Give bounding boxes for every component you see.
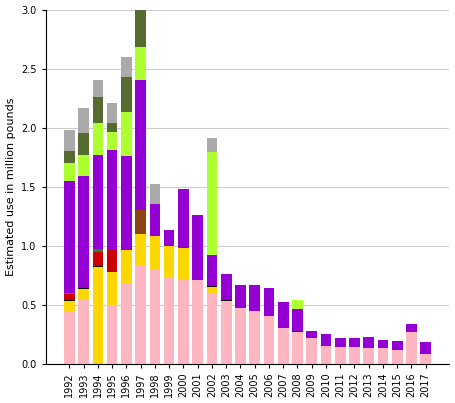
Bar	[335, 338, 345, 347]
Bar	[235, 308, 246, 364]
Bar	[92, 249, 103, 251]
Bar	[192, 215, 203, 280]
Bar	[207, 286, 217, 287]
Bar	[121, 77, 131, 112]
Bar	[135, 266, 146, 364]
Bar	[292, 332, 303, 364]
Bar	[164, 230, 174, 246]
Bar	[221, 274, 232, 300]
Bar	[121, 57, 131, 77]
Bar	[92, 251, 103, 266]
Bar	[278, 328, 288, 364]
Bar	[207, 287, 217, 293]
Y-axis label: Estimated use in million pounds: Estimated use in million pounds	[5, 98, 15, 276]
Bar	[64, 300, 75, 301]
Bar	[306, 338, 317, 364]
Bar	[164, 278, 174, 364]
Bar	[121, 112, 131, 156]
Bar	[64, 181, 75, 293]
Bar	[278, 302, 288, 328]
Bar	[249, 311, 260, 364]
Bar	[64, 293, 75, 294]
Bar	[64, 163, 75, 181]
Bar	[107, 123, 117, 132]
Bar	[364, 348, 374, 364]
Bar	[78, 108, 89, 133]
Bar	[292, 330, 303, 332]
Bar	[378, 348, 388, 364]
Bar	[64, 130, 75, 151]
Bar	[378, 340, 388, 348]
Bar	[207, 138, 217, 152]
Bar	[64, 311, 75, 364]
Bar	[392, 341, 403, 349]
Bar	[321, 334, 331, 346]
Bar	[150, 269, 160, 364]
Bar	[78, 299, 89, 364]
Bar	[107, 272, 117, 305]
Bar	[292, 300, 303, 310]
Bar	[178, 280, 189, 364]
Bar	[364, 337, 374, 348]
Bar	[107, 150, 117, 250]
Bar	[406, 324, 417, 332]
Bar	[420, 354, 431, 364]
Bar	[321, 346, 331, 364]
Bar	[121, 156, 131, 250]
Bar	[221, 301, 232, 364]
Bar	[64, 301, 75, 311]
Bar	[207, 255, 217, 286]
Bar	[107, 305, 117, 364]
Bar	[78, 176, 89, 288]
Bar	[92, 97, 103, 123]
Bar	[263, 316, 274, 364]
Bar	[107, 132, 117, 150]
Bar	[306, 330, 317, 338]
Bar	[207, 293, 217, 364]
Bar	[178, 248, 189, 280]
Bar	[92, 80, 103, 97]
Bar	[392, 349, 403, 364]
Bar	[135, 234, 146, 266]
Bar	[164, 246, 174, 278]
Bar	[150, 236, 160, 269]
Bar	[178, 189, 189, 248]
Bar	[78, 288, 89, 289]
Bar	[78, 133, 89, 155]
Bar	[150, 204, 160, 236]
Bar	[406, 332, 417, 364]
Bar	[92, 123, 103, 155]
Bar	[235, 285, 246, 308]
Bar	[349, 338, 360, 347]
Bar	[150, 184, 160, 204]
Bar	[135, 80, 146, 210]
Bar	[121, 250, 131, 283]
Bar	[64, 294, 75, 300]
Bar	[78, 289, 89, 299]
Bar	[292, 310, 303, 330]
Bar	[135, 0, 146, 47]
Bar	[249, 285, 260, 311]
Bar	[221, 300, 232, 301]
Bar	[121, 283, 131, 364]
Bar	[107, 250, 117, 272]
Bar	[349, 347, 360, 364]
Bar	[92, 155, 103, 249]
Bar	[135, 210, 146, 234]
Bar	[92, 266, 103, 267]
Bar	[207, 152, 217, 255]
Bar	[64, 151, 75, 163]
Bar	[335, 347, 345, 364]
Bar	[135, 47, 146, 80]
Bar	[92, 267, 103, 364]
Bar	[78, 155, 89, 176]
Bar	[420, 343, 431, 354]
Bar	[192, 280, 203, 364]
Bar	[263, 288, 274, 316]
Bar	[107, 103, 117, 123]
